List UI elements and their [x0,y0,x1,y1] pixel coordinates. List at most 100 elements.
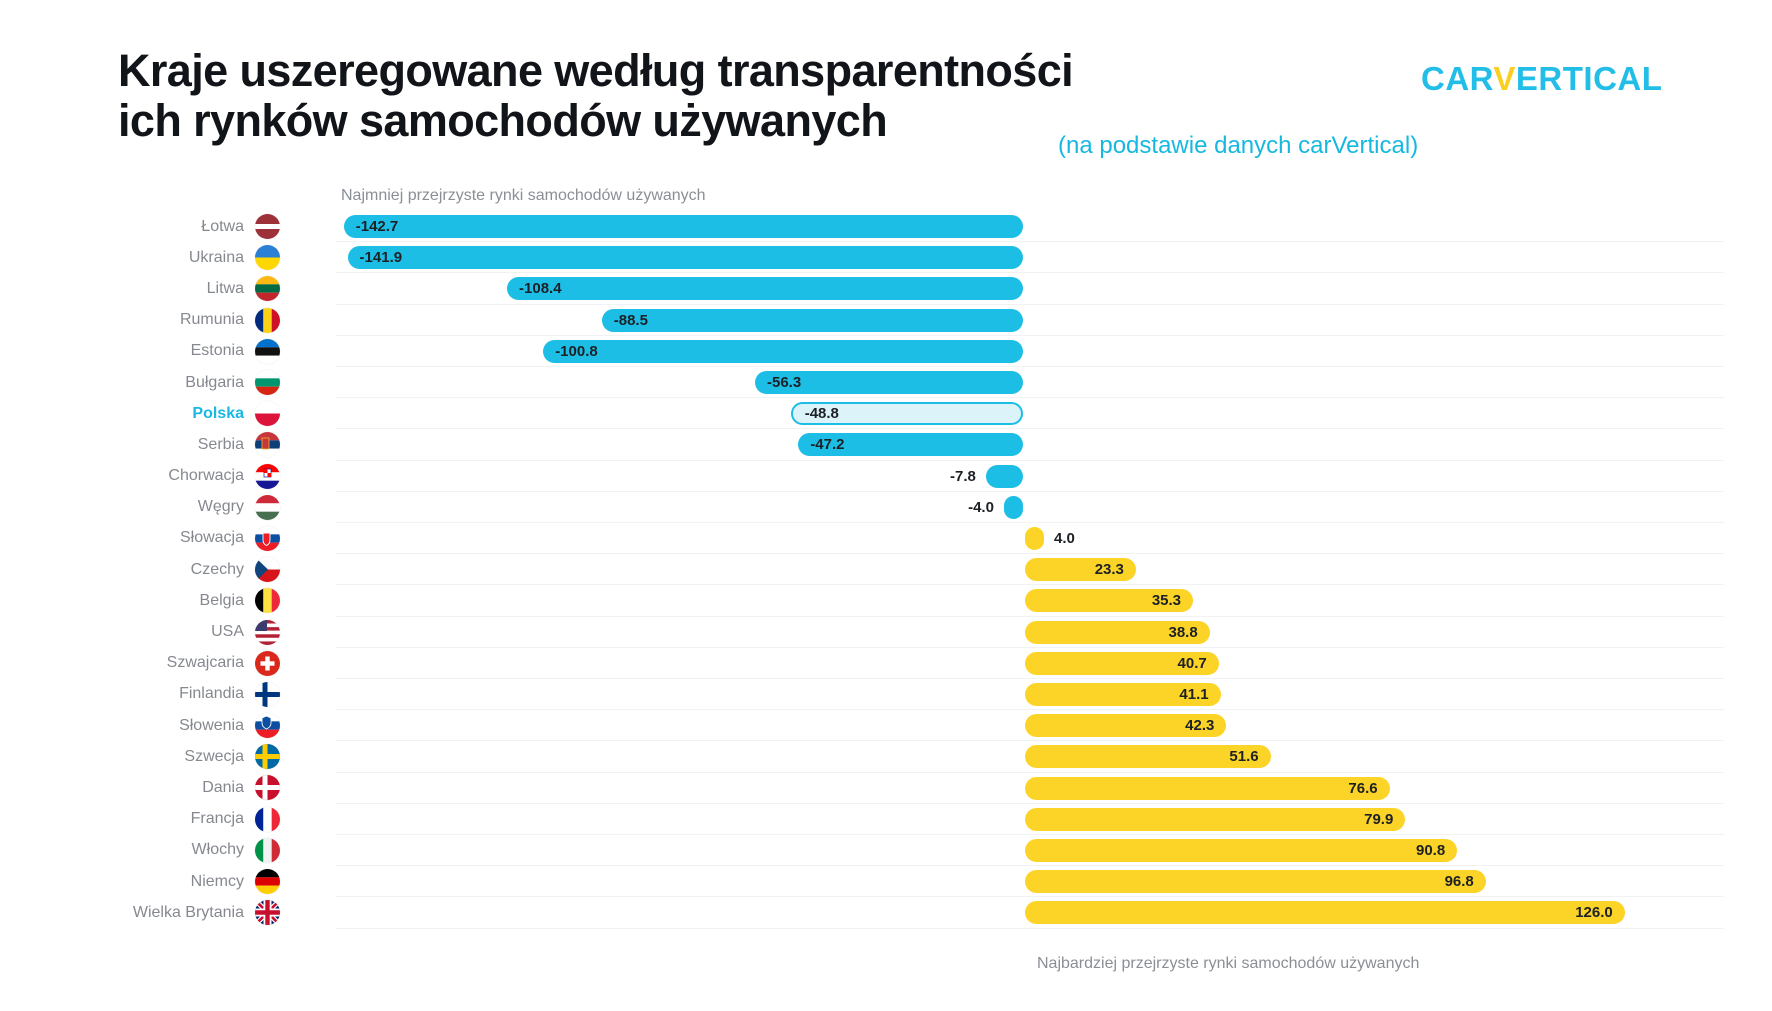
negative-bar: -88.5 [601,308,1023,332]
logo-text-v: V [1493,60,1516,97]
gridline [336,305,1724,336]
caption-least-transparent: Najmniej przejrzyste rynki samochodów uż… [341,187,706,204]
gridline [336,866,1724,898]
bar-chart: Najmniej przejrzyste rynki samochodów uż… [0,175,1772,1011]
category-label: Rumunia [179,311,244,329]
category-label-row: Niemcy [0,866,290,897]
category-label: Słowacja [179,529,244,547]
category-label: Finlandia [179,685,244,703]
bar-value-label: -47.2 [810,436,845,454]
category-label: Francja [190,810,244,828]
table-row: 42.3 [336,710,1724,741]
gridline [336,461,1724,492]
bar-value-label: 23.3 [1094,561,1124,579]
negative-bar: -48.8 [790,402,1023,426]
bar-value-label: -56.3 [767,374,802,391]
table-row: 23.3 [336,554,1724,585]
category-label: Czechy [190,560,244,578]
table-row: -47.2 [336,429,1724,460]
gridline [336,679,1724,711]
category-label-row: Francja [0,804,290,835]
table-row: -88.5 [336,305,1724,336]
table-row: 4.0 [336,523,1724,554]
gridline [336,710,1724,742]
category-label-row: Dania [0,772,290,803]
positive-bar: 4.0 [1025,527,1075,550]
ukraine-flag-icon [255,245,280,271]
gridline [336,336,1724,367]
table-row: 126.0 [336,897,1724,928]
table-row: 41.1 [336,679,1724,710]
bar-value-label: -142.7 [355,218,399,235]
category-axis-labels: Łotwa Ukraina Litwa Rumunia Estonia Bułgaria P… [0,211,290,928]
positive-bar: 51.6 [1025,745,1271,769]
gridline [336,617,1724,648]
poland-flag-icon [255,401,280,427]
bar-value-label: 79.9 [1364,810,1394,828]
bar-value-label: 126.0 [1575,904,1613,922]
lithuania-flag-icon [255,276,280,302]
bar-value-label: -88.5 [613,311,648,329]
chart-subtitle: (na podstawie danych carVertical) [1058,132,1419,159]
gridline [336,523,1724,555]
positive-bar: 96.8 [1025,870,1486,894]
logo-text-car: CAR [1421,60,1494,97]
slovakia-flag-icon [255,525,280,551]
gridline [336,741,1724,773]
table-row: 76.6 [336,773,1724,804]
germany-flag-icon [255,869,280,895]
gridline [336,897,1724,929]
positive-bar: 79.9 [1025,807,1406,831]
page-title: Kraje uszeregowane według transparentnoś… [118,46,1178,146]
czechia-flag-icon [255,557,280,583]
category-label: Polska [192,404,244,422]
bar-value-label: -100.8 [555,342,598,360]
gridline [336,398,1724,430]
negative-bar: -141.9 [347,246,1023,270]
positive-bar: 76.6 [1025,776,1390,800]
category-label: Wielka Brytania [132,903,244,921]
category-label-row: Bułgaria [0,367,290,398]
positive-bar: 40.7 [1025,651,1219,675]
usa-flag-icon [255,619,280,645]
serbia-flag-icon [255,432,280,458]
category-label: Węgry [197,498,244,516]
category-label-row: Słowacja [0,523,290,554]
denmark-flag-icon [255,775,280,801]
gridline [336,211,1724,243]
table-row: 40.7 [336,648,1724,679]
category-label: Estonia [190,342,244,360]
bar-value-label: -4.0 [968,498,994,516]
croatia-flag-icon [255,463,280,489]
gridline [336,242,1724,274]
category-label: Ukraina [188,248,244,266]
romania-flag-icon [255,307,280,333]
table-row: -142.7 [336,211,1724,242]
category-label-row: Szwecja [0,741,290,772]
bar-value-label: 35.3 [1151,592,1182,610]
category-label: Łotwa [201,217,244,235]
logo-text-ertical: ERTICAL [1515,60,1663,97]
sweden-flag-icon [255,744,280,770]
bar-value-label: -141.9 [359,249,403,267]
title-line-2: ich rynków samochodów używanych [118,95,888,146]
bar-value-label: 76.6 [1348,779,1378,797]
category-label-row: Włochy [0,835,290,866]
table-row: -48.8 [336,398,1724,429]
table-row: 79.9 [336,804,1724,835]
positive-bar: 38.8 [1025,620,1210,644]
finland-flag-icon [255,681,280,707]
chart-header: Kraje uszeregowane według transparentnoś… [0,0,1772,175]
gridline [336,648,1724,679]
category-label: Szwajcaria [166,654,244,672]
bar-value-label: 4.0 [1054,530,1075,547]
title-line-1: Kraje uszeregowane według transparentnoś… [118,45,1074,96]
table-row: 96.8 [336,866,1724,897]
category-label-row: Szwajcaria [0,648,290,679]
category-label-row: Ukraina [0,242,290,273]
belgium-flag-icon [255,588,280,614]
category-label-row: Litwa [0,273,290,304]
category-label: Belgia [199,591,244,609]
positive-bar: 126.0 [1025,901,1625,925]
category-label-row: Słowenia [0,710,290,741]
